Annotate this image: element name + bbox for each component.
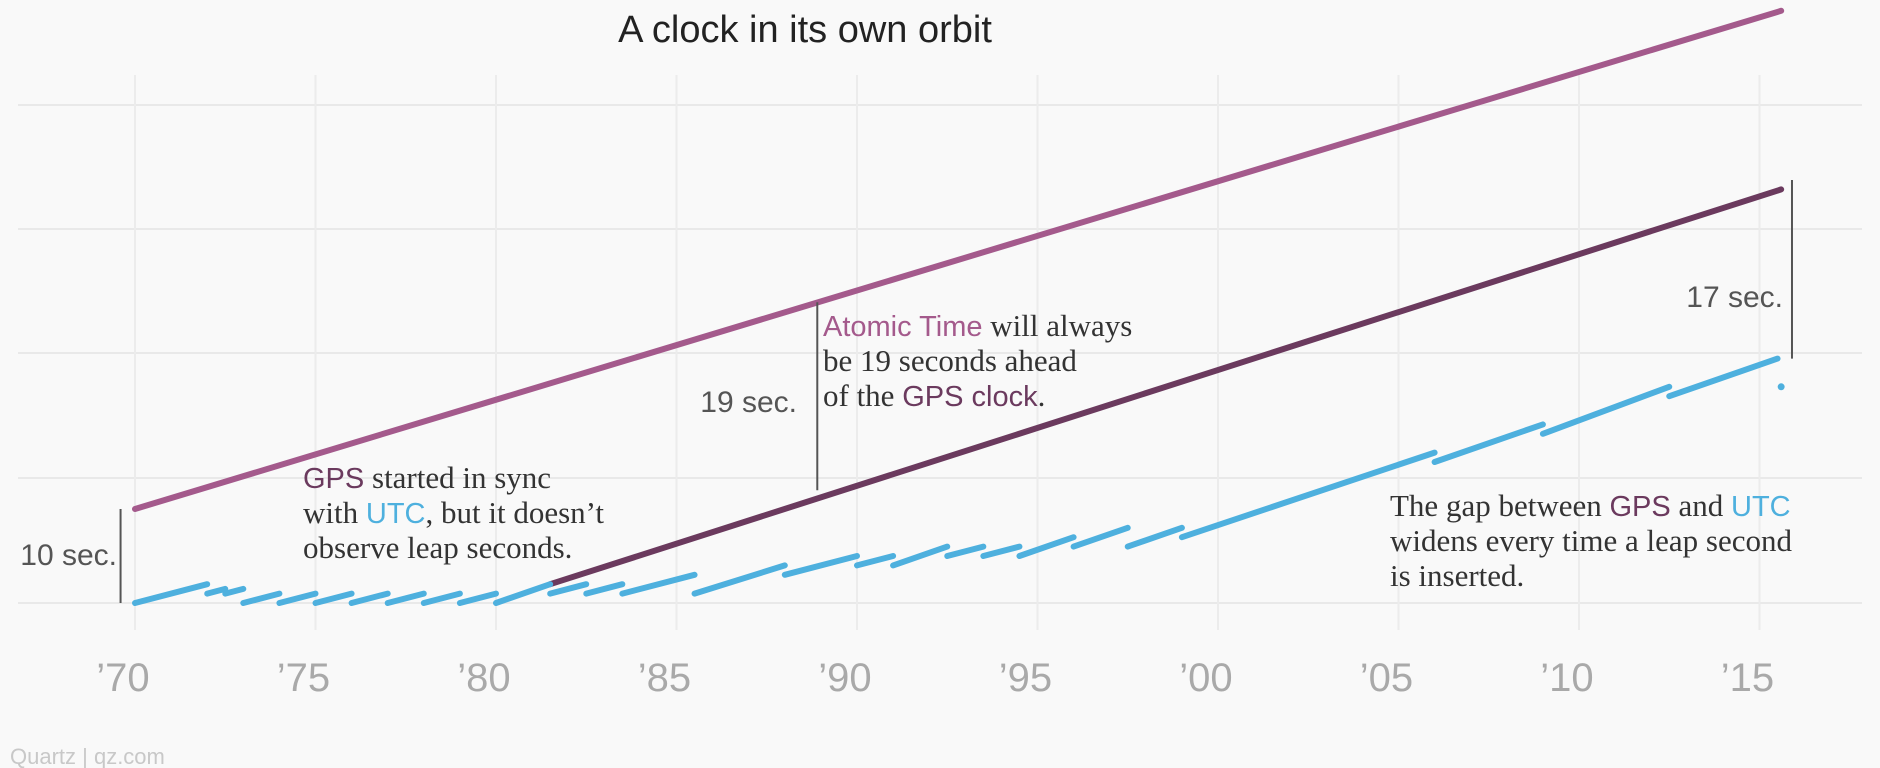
- utc-segment-8: [420, 590, 463, 606]
- utc-segment-11: [547, 581, 590, 597]
- x-tick-label-1: ’75: [277, 656, 330, 700]
- utc-segment-2: [222, 585, 247, 597]
- utc-segment-24: [1431, 421, 1546, 465]
- x-tick-label-8: ’10: [1540, 656, 1593, 700]
- annotation-atomic-ahead: Atomic Time will always be 19 seconds ahe…: [823, 308, 1132, 413]
- utc-segment-9: [456, 590, 499, 606]
- utc-segment-13: [619, 571, 698, 597]
- annotation-run: , but it doesn’t: [425, 495, 604, 530]
- annotation-run: with: [303, 495, 366, 530]
- annotation-run: of the: [823, 378, 902, 413]
- utc-segment-6: [348, 590, 391, 606]
- annotation-run: GPS clock: [902, 381, 1038, 413]
- utc-segment-25: [1539, 383, 1673, 437]
- gap-label-0: 10 sec.: [20, 539, 117, 572]
- series-layer: [132, 7, 1785, 606]
- annotation-run: UTC: [366, 498, 426, 530]
- annotation-run: .: [1038, 378, 1046, 413]
- annotations: GPS started in sync with UTC, but it does…: [303, 308, 1792, 593]
- x-tick-label-5: ’95: [999, 656, 1052, 700]
- utc-segment-20: [1016, 534, 1077, 559]
- chart-title: A clock in its own orbit: [618, 9, 992, 51]
- utc-segment-16: [854, 553, 897, 569]
- utc-segment-14: [691, 562, 788, 597]
- utc-segment-7: [384, 590, 427, 606]
- annotation-gps-start: GPS started in sync with UTC, but it does…: [303, 460, 604, 565]
- annotation-run: is inserted.: [1390, 558, 1524, 593]
- credit-text: Quartz | qz.com: [10, 744, 165, 768]
- utc-segment-4: [276, 590, 319, 606]
- utc-segment-22: [1124, 524, 1185, 550]
- annotation-run: started in sync: [364, 460, 551, 495]
- annotation-run: widens every time a leap second: [1390, 523, 1792, 558]
- gps-line: [547, 186, 1785, 588]
- x-tick-label-6: ’00: [1179, 656, 1232, 700]
- annotation-run: GPS: [303, 463, 364, 495]
- x-axis: ’70 ’75 ’80 ’85 ’90 ’95 ’00 ’05 ’10 ’15: [96, 656, 1774, 700]
- utc-segment-18: [944, 543, 987, 559]
- gap-label-2: 17 sec.: [1686, 281, 1783, 314]
- x-tick-label-4: ’90: [818, 656, 871, 700]
- x-tick-label-3: ’85: [638, 656, 691, 700]
- x-tick-label-0: ’70: [96, 656, 149, 700]
- annotation-run: observe leap seconds.: [303, 530, 572, 565]
- atomic-time-line: [132, 7, 1785, 512]
- utc-segment-1: [204, 585, 229, 597]
- x-tick-label-2: ’80: [457, 656, 510, 700]
- utc-segment-10: [493, 581, 554, 606]
- utc-segment-3: [240, 590, 283, 606]
- grid: [18, 75, 1862, 630]
- annotation-run: and: [1671, 488, 1731, 523]
- gap-markers: 10 sec. 19 sec. 17 sec.: [20, 180, 1793, 603]
- utc-segment-0: [132, 581, 211, 606]
- gap-label-1: 19 sec.: [700, 386, 797, 419]
- utc-segment-19: [980, 543, 1023, 559]
- utc-segment-15: [781, 553, 860, 578]
- utc-segment-26: [1666, 355, 1781, 400]
- annotation-run: UTC: [1731, 491, 1791, 523]
- annotation-run: GPS: [1609, 491, 1670, 523]
- annotation-run: Atomic Time: [823, 311, 983, 343]
- annotation-run: The gap between: [1390, 488, 1609, 523]
- utc-segment-17: [890, 543, 951, 569]
- utc-end-dot: [1777, 383, 1785, 391]
- utc-segment-12: [583, 581, 626, 597]
- utc-segment-21: [1070, 524, 1131, 550]
- x-tick-label-9: ’15: [1721, 656, 1774, 700]
- x-tick-label-7: ’05: [1360, 656, 1413, 700]
- utc-segment-23: [1178, 449, 1438, 541]
- annotation-run: will always: [983, 308, 1133, 343]
- annotation-gap-widens: The gap between GPS and UTC widens every …: [1390, 488, 1792, 593]
- utc-segment-5: [312, 590, 355, 606]
- annotation-run: be 19 seconds ahead: [823, 343, 1077, 378]
